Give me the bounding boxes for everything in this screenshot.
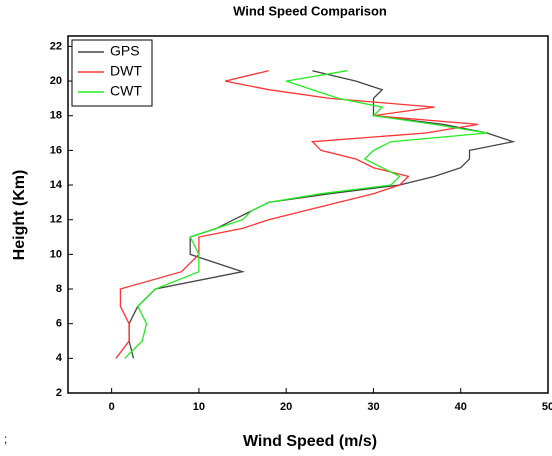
- y-tick-label: 20: [50, 75, 62, 87]
- y-tick-label: 10: [50, 248, 62, 260]
- x-tick-label: 40: [455, 401, 467, 413]
- legend-label: DWT: [110, 63, 142, 79]
- series-line: [128, 70, 516, 359]
- series-line: [124, 70, 488, 359]
- y-tick-label: 22: [50, 40, 62, 52]
- y-tick-label: 12: [50, 214, 62, 226]
- x-tick-label: 50: [542, 401, 552, 413]
- y-tick-label: 6: [56, 318, 62, 330]
- y-tick-label: 4: [56, 352, 63, 364]
- chart-title: Wind Speed Comparison: [233, 3, 387, 18]
- x-tick-label: 10: [193, 401, 205, 413]
- series-line: [115, 70, 479, 359]
- x-tick-label: 30: [367, 401, 379, 413]
- plot-frame: [67, 35, 549, 394]
- x-axis-label: Wind Speed (m/s): [243, 433, 377, 450]
- legend-label: GPS: [110, 43, 140, 59]
- y-axis-label: Height (Km): [11, 170, 28, 261]
- x-tick-label: 0: [109, 401, 115, 413]
- y-tick-label: 18: [50, 110, 62, 122]
- y-tick-label: 14: [50, 179, 63, 191]
- legend-box: [71, 39, 153, 107]
- text-fragment: ;: [4, 432, 7, 446]
- legend-label: CWT: [110, 83, 142, 99]
- x-tick-label: 20: [280, 401, 292, 413]
- y-tick-label: 8: [56, 283, 62, 295]
- y-tick-label: 2: [56, 387, 62, 399]
- y-tick-label: 16: [50, 144, 62, 156]
